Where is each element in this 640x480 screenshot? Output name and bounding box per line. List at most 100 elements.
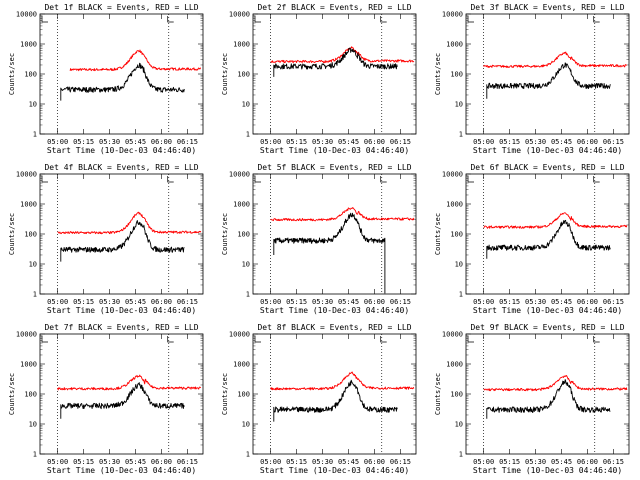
panel-4f: Det 4f BLACK = Events, RED = LLD 1 10 100 10… — [8, 163, 204, 315]
y-tick-label: 10 — [29, 101, 37, 109]
flag-marker — [254, 336, 261, 343]
y-axis-label: Counts/sec — [8, 373, 16, 415]
y-axis-label: Counts/sec — [221, 373, 229, 415]
y-tick-label: 10 — [242, 421, 250, 429]
y-tick-label: 100 — [24, 391, 37, 399]
x-tick-label: 05:45 — [551, 458, 572, 466]
plot-frame — [252, 173, 417, 295]
x-tick-label: 05:45 — [125, 138, 146, 146]
panel-title: Det 1f BLACK = Events, RED = LLD — [44, 3, 198, 12]
panel-7f: Det 7f BLACK = Events, RED = LLD 1 10 100 10… — [8, 323, 204, 475]
x-tick-label: 06:00 — [577, 138, 598, 146]
y-tick-label: 100 — [450, 391, 463, 399]
flag-marker — [593, 176, 600, 183]
x-tick-label: 06:00 — [364, 138, 385, 146]
lld-series-red — [483, 212, 628, 229]
y-tick-label: 1000 — [446, 201, 463, 209]
flag-marker — [167, 336, 174, 343]
x-tick-label: 05:00 — [260, 138, 281, 146]
plot-frame — [465, 13, 630, 135]
panel-2f: Det 2f BLACK = Events, RED = LLD 1 10 100 10… — [221, 3, 417, 155]
x-tick-label: 06:00 — [577, 298, 598, 306]
events-series-black — [273, 379, 398, 422]
y-tick-label: 1 — [246, 451, 250, 459]
panel-title: Det 8f BLACK = Events, RED = LLD — [257, 323, 411, 332]
x-axis-label: Start Time (10-Dec-03 04:46:40) — [473, 466, 622, 475]
panel-title: Det 4f BLACK = Events, RED = LLD — [44, 163, 198, 172]
lld-series-red — [483, 375, 628, 392]
events-series-black — [60, 382, 185, 419]
x-tick-label: 05:30 — [525, 298, 546, 306]
panel-9f: Det 9f BLACK = Events, RED = LLD 1 10 100 10… — [434, 323, 630, 475]
x-tick-label: 05:00 — [47, 138, 68, 146]
panel-title: Det 5f BLACK = Events, RED = LLD — [257, 163, 411, 172]
flag-marker — [467, 176, 474, 183]
y-tick-label: 10000 — [442, 11, 463, 19]
x-tick-label: 05:00 — [473, 138, 494, 146]
x-tick-label: 05:15 — [499, 298, 520, 306]
y-axis-label: Counts/sec — [221, 213, 229, 255]
y-tick-label: 10000 — [229, 331, 250, 339]
events-series-black — [273, 47, 398, 77]
plot-frame — [39, 173, 204, 295]
x-tick-label: 05:30 — [525, 458, 546, 466]
y-axis-label: Counts/sec — [434, 53, 442, 95]
x-tick-label: 05:45 — [338, 458, 359, 466]
y-tick-label: 100 — [237, 71, 250, 79]
flag-marker — [380, 16, 387, 23]
y-axis-label: Counts/sec — [434, 373, 442, 415]
x-tick-label: 06:15 — [177, 458, 198, 466]
events-series-black — [60, 220, 185, 262]
flag-marker — [41, 176, 48, 183]
lld-series-red — [57, 211, 202, 235]
panel-3f: Det 3f BLACK = Events, RED = LLD 1 10 100 10… — [434, 3, 630, 155]
lld-series-red — [57, 374, 202, 391]
y-tick-label: 10000 — [442, 331, 463, 339]
y-tick-label: 10000 — [16, 331, 37, 339]
x-tick-label: 05:00 — [260, 298, 281, 306]
x-tick-label: 05:00 — [473, 298, 494, 306]
lld-series-red — [483, 51, 628, 68]
flag-marker — [167, 176, 174, 183]
lld-series-red — [270, 207, 415, 222]
x-tick-label: 05:45 — [125, 458, 146, 466]
x-tick-label: 05:00 — [260, 458, 281, 466]
y-tick-label: 1 — [246, 291, 250, 299]
x-tick-label: 05:45 — [338, 138, 359, 146]
flag-marker — [41, 336, 48, 343]
flag-marker — [467, 336, 474, 343]
flag-marker — [593, 336, 600, 343]
y-tick-label: 1000 — [446, 41, 463, 49]
y-tick-label: 1000 — [20, 41, 37, 49]
plot-frame — [465, 333, 630, 455]
flag-marker — [593, 16, 600, 23]
panel-1f: Det 1f BLACK = Events, RED = LLD 1 10 100 10… — [8, 3, 204, 155]
lld-series-red — [270, 371, 415, 391]
events-series-black — [486, 379, 611, 419]
flag-marker — [254, 176, 261, 183]
x-tick-label: 05:45 — [551, 138, 572, 146]
x-tick-label: 05:45 — [125, 298, 146, 306]
x-tick-label: 06:00 — [151, 138, 172, 146]
panel-title: Det 3f BLACK = Events, RED = LLD — [470, 3, 624, 12]
x-tick-label: 06:15 — [603, 138, 624, 146]
panel-5f: Det 5f BLACK = Events, RED = LLD 1 10 100 10… — [221, 163, 417, 315]
y-tick-label: 1 — [459, 451, 463, 459]
panel-title: Det 2f BLACK = Events, RED = LLD — [257, 3, 411, 12]
events-series-black — [60, 62, 185, 101]
x-tick-label: 06:15 — [390, 458, 411, 466]
panel-title: Det 7f BLACK = Events, RED = LLD — [44, 323, 198, 332]
x-axis-label: Start Time (10-Dec-03 04:46:40) — [47, 146, 196, 155]
x-tick-label: 06:15 — [390, 138, 411, 146]
x-axis-label: Start Time (10-Dec-03 04:46:40) — [47, 306, 196, 315]
x-tick-label: 06:15 — [390, 298, 411, 306]
plot-frame — [465, 173, 630, 295]
flag-marker — [254, 16, 261, 23]
x-tick-label: 05:00 — [473, 458, 494, 466]
events-series-black — [486, 219, 611, 259]
x-tick-label: 06:15 — [603, 458, 624, 466]
x-axis-label: Start Time (10-Dec-03 04:46:40) — [260, 306, 409, 315]
y-tick-label: 1000 — [233, 201, 250, 209]
panel-title: Det 6f BLACK = Events, RED = LLD — [470, 163, 624, 172]
